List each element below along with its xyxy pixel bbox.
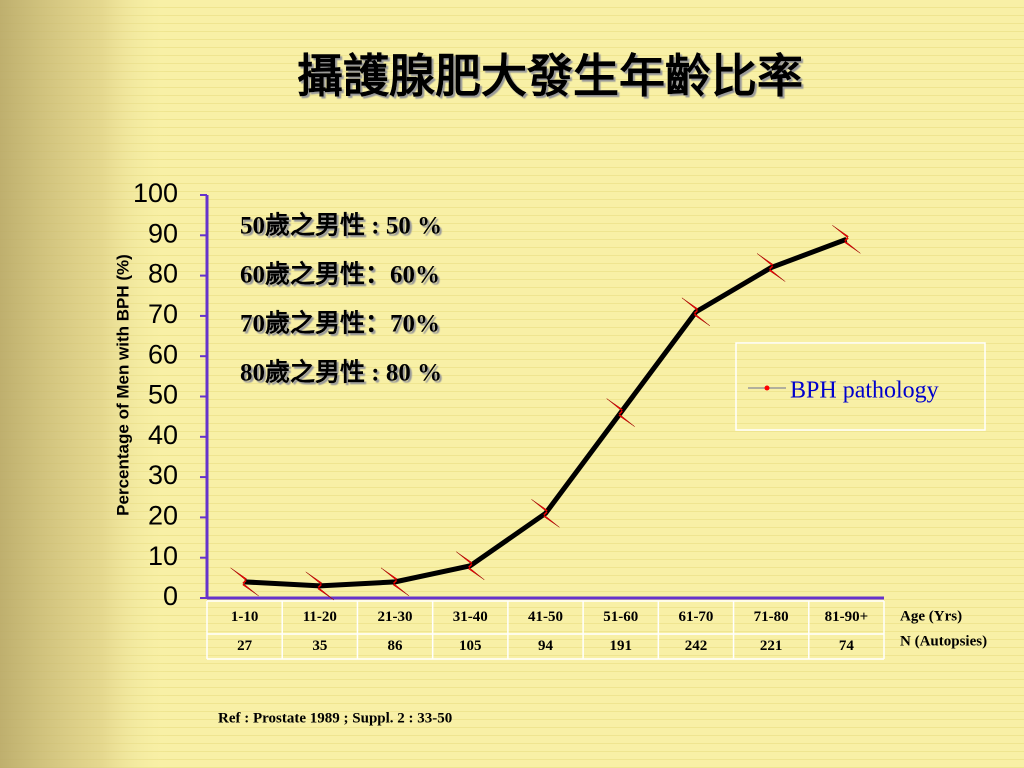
n-cell: 94 — [538, 638, 554, 654]
n-cell: 27 — [237, 638, 253, 654]
annotation: 60歲之男性：60% — [240, 260, 440, 289]
x-axis-label: Age (Yrs) — [900, 608, 962, 624]
y-tick-label: 60 — [148, 339, 178, 369]
decor-image — [0, 0, 170, 768]
data-point — [380, 567, 410, 597]
annotation: 80歲之男性 : 80 % — [240, 358, 442, 387]
x-tick-label: 11-20 — [303, 609, 337, 625]
x-tick-label: 31-40 — [453, 609, 488, 625]
n-cell: 86 — [388, 638, 404, 654]
legend-box — [735, 342, 986, 431]
n-cell: 74 — [839, 638, 855, 654]
y-tick-label: 10 — [148, 541, 178, 571]
annotation: 70歲之男性：70% — [240, 309, 440, 338]
x-tick-label: 81-90+ — [825, 609, 869, 625]
data-point — [531, 499, 560, 528]
annotation: 50歲之男性 : 50 % — [240, 211, 442, 240]
x-tick-label: 51-60 — [603, 609, 638, 625]
x-tick-label: 61-70 — [678, 609, 713, 625]
x-tick-label: 41-50 — [528, 609, 563, 625]
n-cell: 242 — [685, 638, 708, 654]
y-tick-label: 40 — [148, 420, 178, 450]
x-tick-label: 21-30 — [378, 609, 413, 625]
x-tick-label: 71-80 — [754, 609, 789, 625]
y-tick-label: 70 — [148, 299, 178, 329]
y-axis-label: Percentage of Men with BPH (%) — [113, 254, 132, 516]
n-cell: 105 — [459, 638, 482, 654]
y-tick-label: 80 — [148, 259, 178, 289]
data-point — [606, 398, 635, 427]
data-point — [832, 225, 861, 254]
y-tick-label: 100 — [133, 178, 178, 208]
y-tick-label: 30 — [148, 460, 178, 490]
n-label: N (Autopsies) — [900, 633, 987, 649]
data-point — [757, 253, 786, 282]
reference: Ref : Prostate 1989 ; Suppl. 2 : 33-50 — [218, 710, 452, 726]
data-point — [456, 551, 485, 580]
legend-marker — [764, 385, 770, 391]
data-point — [681, 297, 711, 327]
y-tick-label: 90 — [148, 218, 178, 248]
n-cell: 35 — [312, 638, 327, 654]
legend-label: BPH pathology — [790, 378, 939, 404]
y-tick-label: 0 — [163, 581, 178, 611]
x-tick-label: 1-10 — [231, 609, 259, 625]
y-tick-label: 50 — [148, 380, 178, 410]
data-point — [230, 567, 259, 597]
data-point — [305, 571, 334, 601]
n-cell: 191 — [609, 638, 632, 654]
slide-title: 攝護腺肥大發生年齡比率 — [297, 49, 803, 103]
y-tick-label: 20 — [148, 501, 178, 531]
n-cell: 221 — [760, 638, 783, 654]
